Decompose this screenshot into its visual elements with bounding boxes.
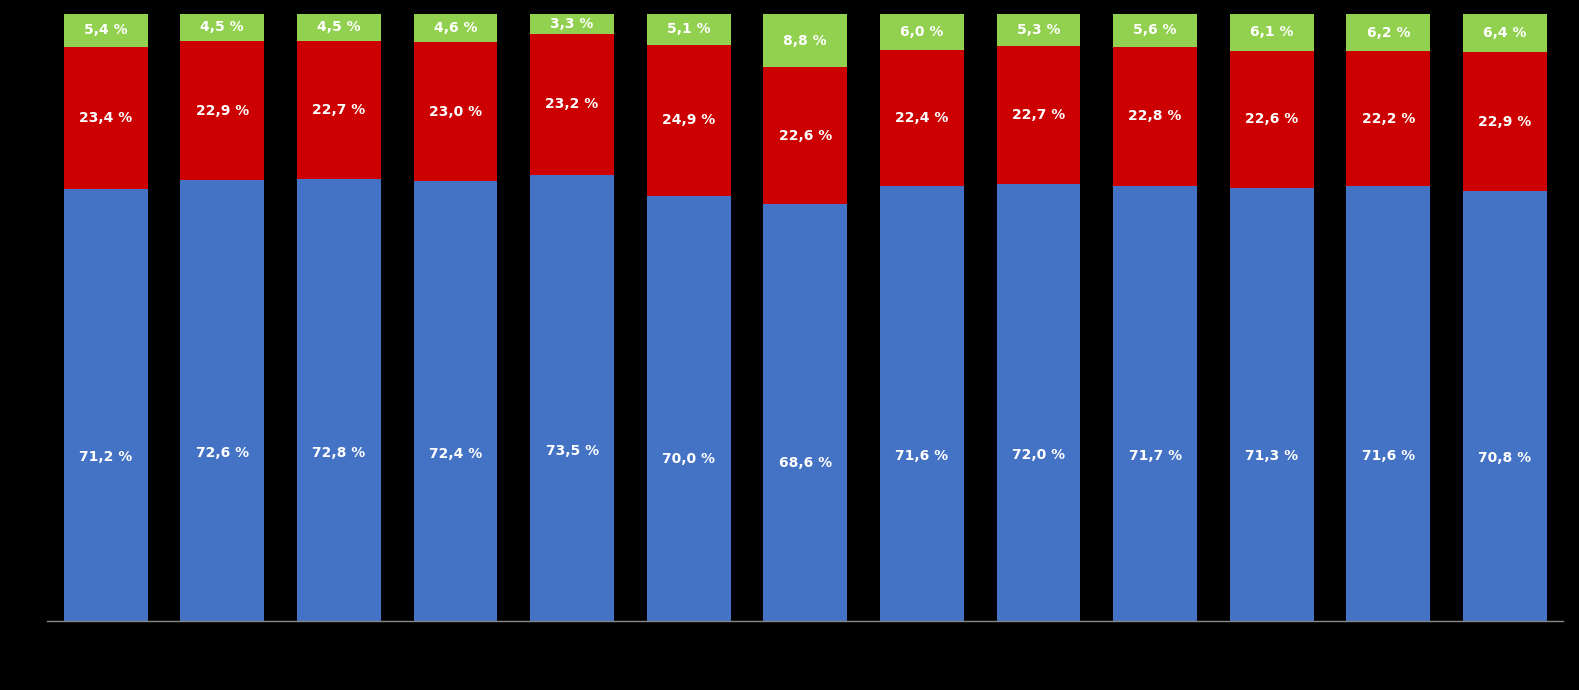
Bar	[531, 34, 614, 175]
Text: 70,0 %: 70,0 %	[662, 453, 715, 466]
Text: 6,1 %: 6,1 %	[1251, 26, 1293, 39]
Text: 22,4 %: 22,4 %	[895, 111, 949, 126]
Text: 71,3 %: 71,3 %	[1246, 449, 1298, 464]
Bar	[297, 179, 381, 621]
Bar	[1113, 13, 1197, 47]
Text: 6,2 %: 6,2 %	[1366, 26, 1410, 39]
Bar	[880, 186, 963, 621]
Bar	[1230, 51, 1314, 188]
Bar	[1462, 13, 1547, 52]
Text: 22,8 %: 22,8 %	[1129, 110, 1181, 124]
Text: 22,6 %: 22,6 %	[1246, 112, 1298, 126]
Bar	[63, 14, 148, 47]
Text: 4,5 %: 4,5 %	[201, 21, 245, 34]
Text: 72,4 %: 72,4 %	[429, 447, 482, 461]
Bar	[763, 204, 848, 621]
Text: 68,6 %: 68,6 %	[778, 455, 832, 470]
Text: 3,3 %: 3,3 %	[551, 17, 594, 31]
Text: 4,5 %: 4,5 %	[317, 21, 360, 34]
Bar	[880, 14, 963, 50]
Bar	[647, 196, 731, 621]
Bar	[1347, 14, 1431, 52]
Bar	[647, 45, 731, 196]
Bar	[996, 184, 1080, 621]
Text: 22,2 %: 22,2 %	[1361, 112, 1415, 126]
Bar	[763, 67, 848, 204]
Bar	[1347, 52, 1431, 186]
Text: 8,8 %: 8,8 %	[783, 34, 827, 48]
Text: 71,6 %: 71,6 %	[1361, 448, 1415, 463]
Text: 5,3 %: 5,3 %	[1017, 23, 1060, 37]
Bar	[1230, 188, 1314, 621]
Text: 6,0 %: 6,0 %	[900, 25, 944, 39]
Bar	[531, 14, 614, 34]
Text: 22,7 %: 22,7 %	[1012, 108, 1066, 122]
Bar	[1230, 14, 1314, 51]
Bar	[1462, 191, 1547, 621]
Text: 4,6 %: 4,6 %	[434, 21, 477, 34]
Bar	[996, 46, 1080, 184]
Bar	[63, 188, 148, 621]
Text: 72,8 %: 72,8 %	[313, 446, 365, 460]
Text: 22,7 %: 22,7 %	[313, 103, 365, 117]
Bar	[996, 14, 1080, 46]
Text: 22,6 %: 22,6 %	[778, 129, 832, 143]
Bar	[180, 14, 264, 41]
Text: 72,6 %: 72,6 %	[196, 446, 249, 460]
Bar	[531, 175, 614, 621]
Bar	[297, 14, 381, 41]
Text: 24,9 %: 24,9 %	[662, 113, 715, 128]
Bar	[647, 14, 731, 45]
Bar	[180, 180, 264, 621]
Text: 5,4 %: 5,4 %	[84, 23, 128, 37]
Bar	[1113, 186, 1197, 621]
Bar	[1113, 47, 1197, 186]
Text: 73,5 %: 73,5 %	[545, 444, 598, 458]
Text: 71,7 %: 71,7 %	[1129, 448, 1181, 462]
Bar	[1347, 186, 1431, 621]
Bar	[763, 14, 848, 67]
Bar	[880, 50, 963, 186]
Bar	[1462, 52, 1547, 191]
Bar	[414, 14, 497, 41]
Text: 72,0 %: 72,0 %	[1012, 448, 1066, 462]
Bar	[414, 181, 497, 621]
Bar	[180, 41, 264, 180]
Text: 71,6 %: 71,6 %	[895, 448, 949, 463]
Text: 23,4 %: 23,4 %	[79, 110, 133, 125]
Text: 6,4 %: 6,4 %	[1483, 26, 1527, 39]
Bar	[63, 47, 148, 188]
Text: 23,2 %: 23,2 %	[545, 97, 598, 111]
Bar	[297, 41, 381, 179]
Text: 22,9 %: 22,9 %	[196, 104, 249, 118]
Text: 23,0 %: 23,0 %	[429, 105, 482, 119]
Bar	[414, 41, 497, 181]
Text: 70,8 %: 70,8 %	[1478, 451, 1532, 464]
Text: 22,9 %: 22,9 %	[1478, 115, 1532, 128]
Text: 5,1 %: 5,1 %	[666, 22, 711, 37]
Text: 5,6 %: 5,6 %	[1134, 23, 1176, 37]
Text: 71,2 %: 71,2 %	[79, 450, 133, 464]
